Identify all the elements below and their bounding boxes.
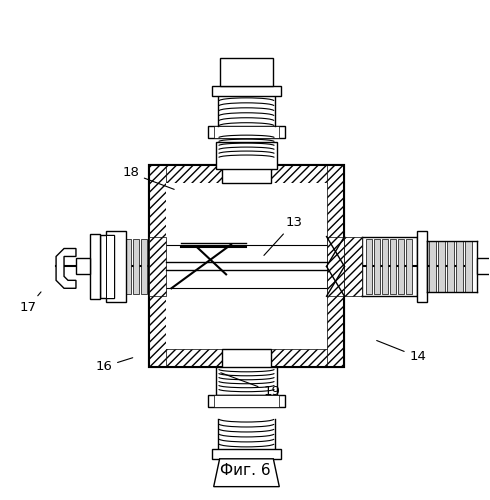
Bar	[429, 240, 436, 292]
Bar	[221, 350, 271, 378]
Text: 19: 19	[221, 373, 280, 398]
Bar	[208, 126, 285, 138]
Bar	[167, 244, 326, 288]
Text: 16: 16	[95, 358, 133, 374]
Bar	[100, 234, 114, 298]
Bar	[167, 184, 326, 350]
Bar	[106, 230, 125, 302]
Bar	[477, 258, 490, 274]
Text: 13: 13	[264, 216, 302, 256]
Bar	[148, 166, 344, 368]
Bar	[212, 449, 281, 459]
Bar	[465, 240, 472, 292]
Bar	[344, 236, 362, 296]
Bar	[438, 240, 445, 292]
Polygon shape	[214, 459, 279, 486]
Bar	[117, 238, 122, 294]
Bar	[212, 86, 281, 96]
Bar	[90, 234, 100, 299]
Bar	[216, 368, 277, 395]
Bar	[141, 238, 147, 294]
Polygon shape	[56, 248, 76, 288]
Bar	[216, 142, 277, 170]
Bar	[76, 258, 90, 274]
Bar	[148, 166, 344, 368]
Bar	[326, 166, 344, 368]
Bar	[124, 238, 131, 294]
Text: 18: 18	[122, 166, 174, 190]
Text: Фиг. 6: Фиг. 6	[220, 463, 270, 478]
Bar	[398, 238, 404, 294]
Bar	[148, 166, 167, 368]
Text: 14: 14	[377, 340, 426, 363]
Bar	[367, 238, 372, 294]
Text: 17: 17	[20, 292, 41, 314]
Bar	[406, 238, 412, 294]
Bar	[133, 238, 139, 294]
Bar	[148, 236, 167, 296]
Bar	[382, 238, 388, 294]
Bar	[148, 350, 344, 368]
Bar	[390, 238, 396, 294]
Bar	[326, 236, 344, 296]
Bar	[220, 58, 273, 86]
Bar	[214, 395, 279, 407]
Bar	[221, 156, 271, 184]
Bar	[456, 240, 463, 292]
Bar	[417, 230, 427, 302]
Bar	[148, 166, 344, 184]
Bar	[106, 234, 114, 298]
Bar	[447, 240, 454, 292]
Bar	[214, 126, 279, 138]
Bar	[208, 395, 285, 407]
Bar	[374, 238, 380, 294]
Bar	[109, 238, 115, 294]
